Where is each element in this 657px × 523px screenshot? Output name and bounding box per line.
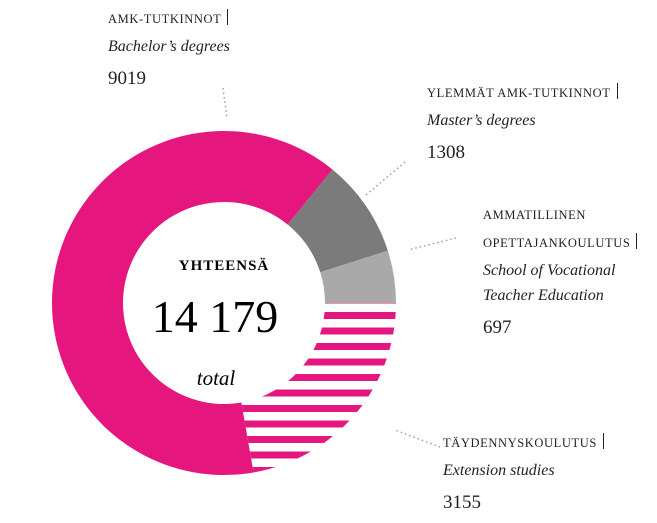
segment-name-row: YLEMMÄT AMK-TUTKINNOT [427, 79, 647, 107]
donut-segment [287, 169, 388, 273]
segment-name-row: AMK-TUTKINNOT [108, 5, 308, 33]
donut-segment [320, 250, 396, 303]
segment-subtitle: School of Vocational Teacher Education [483, 262, 616, 304]
segment-value: 9019 [108, 68, 146, 89]
leader-line [222, 87, 228, 119]
total-caption: total [197, 366, 236, 390]
segment-name: AMK-TUTKINNOT [108, 12, 222, 26]
segment-label: AMK-TUTKINNOT Bachelor’s degrees 9019 [108, 5, 308, 90]
segment-name: AMMATILLINEN OPETTAJANKOULUTUS [483, 208, 631, 250]
segment-subtitle: Extension studies [443, 462, 555, 479]
segment-label: AMMATILLINEN OPETTAJANKOULUTUS School of… [483, 201, 657, 339]
separator [602, 433, 604, 449]
leader-line [365, 161, 406, 196]
separator [636, 233, 638, 249]
separator [616, 83, 618, 99]
donut-segment [241, 303, 396, 473]
separator [227, 9, 229, 25]
segment-name-row: AMMATILLINEN OPETTAJANKOULUTUS [483, 201, 657, 257]
segment-subtitle: Master’s degrees [427, 112, 536, 129]
segment-name: YLEMMÄT AMK-TUTKINNOT [427, 86, 611, 100]
segment-label: TÄYDENNYSKOULUTUS Extension studies 3155 [443, 429, 653, 514]
segment-value: 3155 [443, 492, 481, 513]
segment-label: YLEMMÄT AMK-TUTKINNOT Master’s degrees 1… [427, 79, 647, 164]
segment-name: TÄYDENNYSKOULUTUS [443, 436, 597, 450]
total: 14 179 [152, 291, 279, 342]
segment-subtitle: Bachelor’s degrees [108, 38, 230, 55]
center-title: YHTEENSÄ [179, 258, 270, 274]
segment-value: 1308 [427, 142, 465, 163]
donut-segment [52, 131, 333, 476]
leader-line [394, 429, 441, 448]
segment-name-row: TÄYDENNYSKOULUTUS [443, 429, 653, 457]
leader-line [407, 237, 457, 251]
segment-value: 697 [483, 317, 512, 338]
